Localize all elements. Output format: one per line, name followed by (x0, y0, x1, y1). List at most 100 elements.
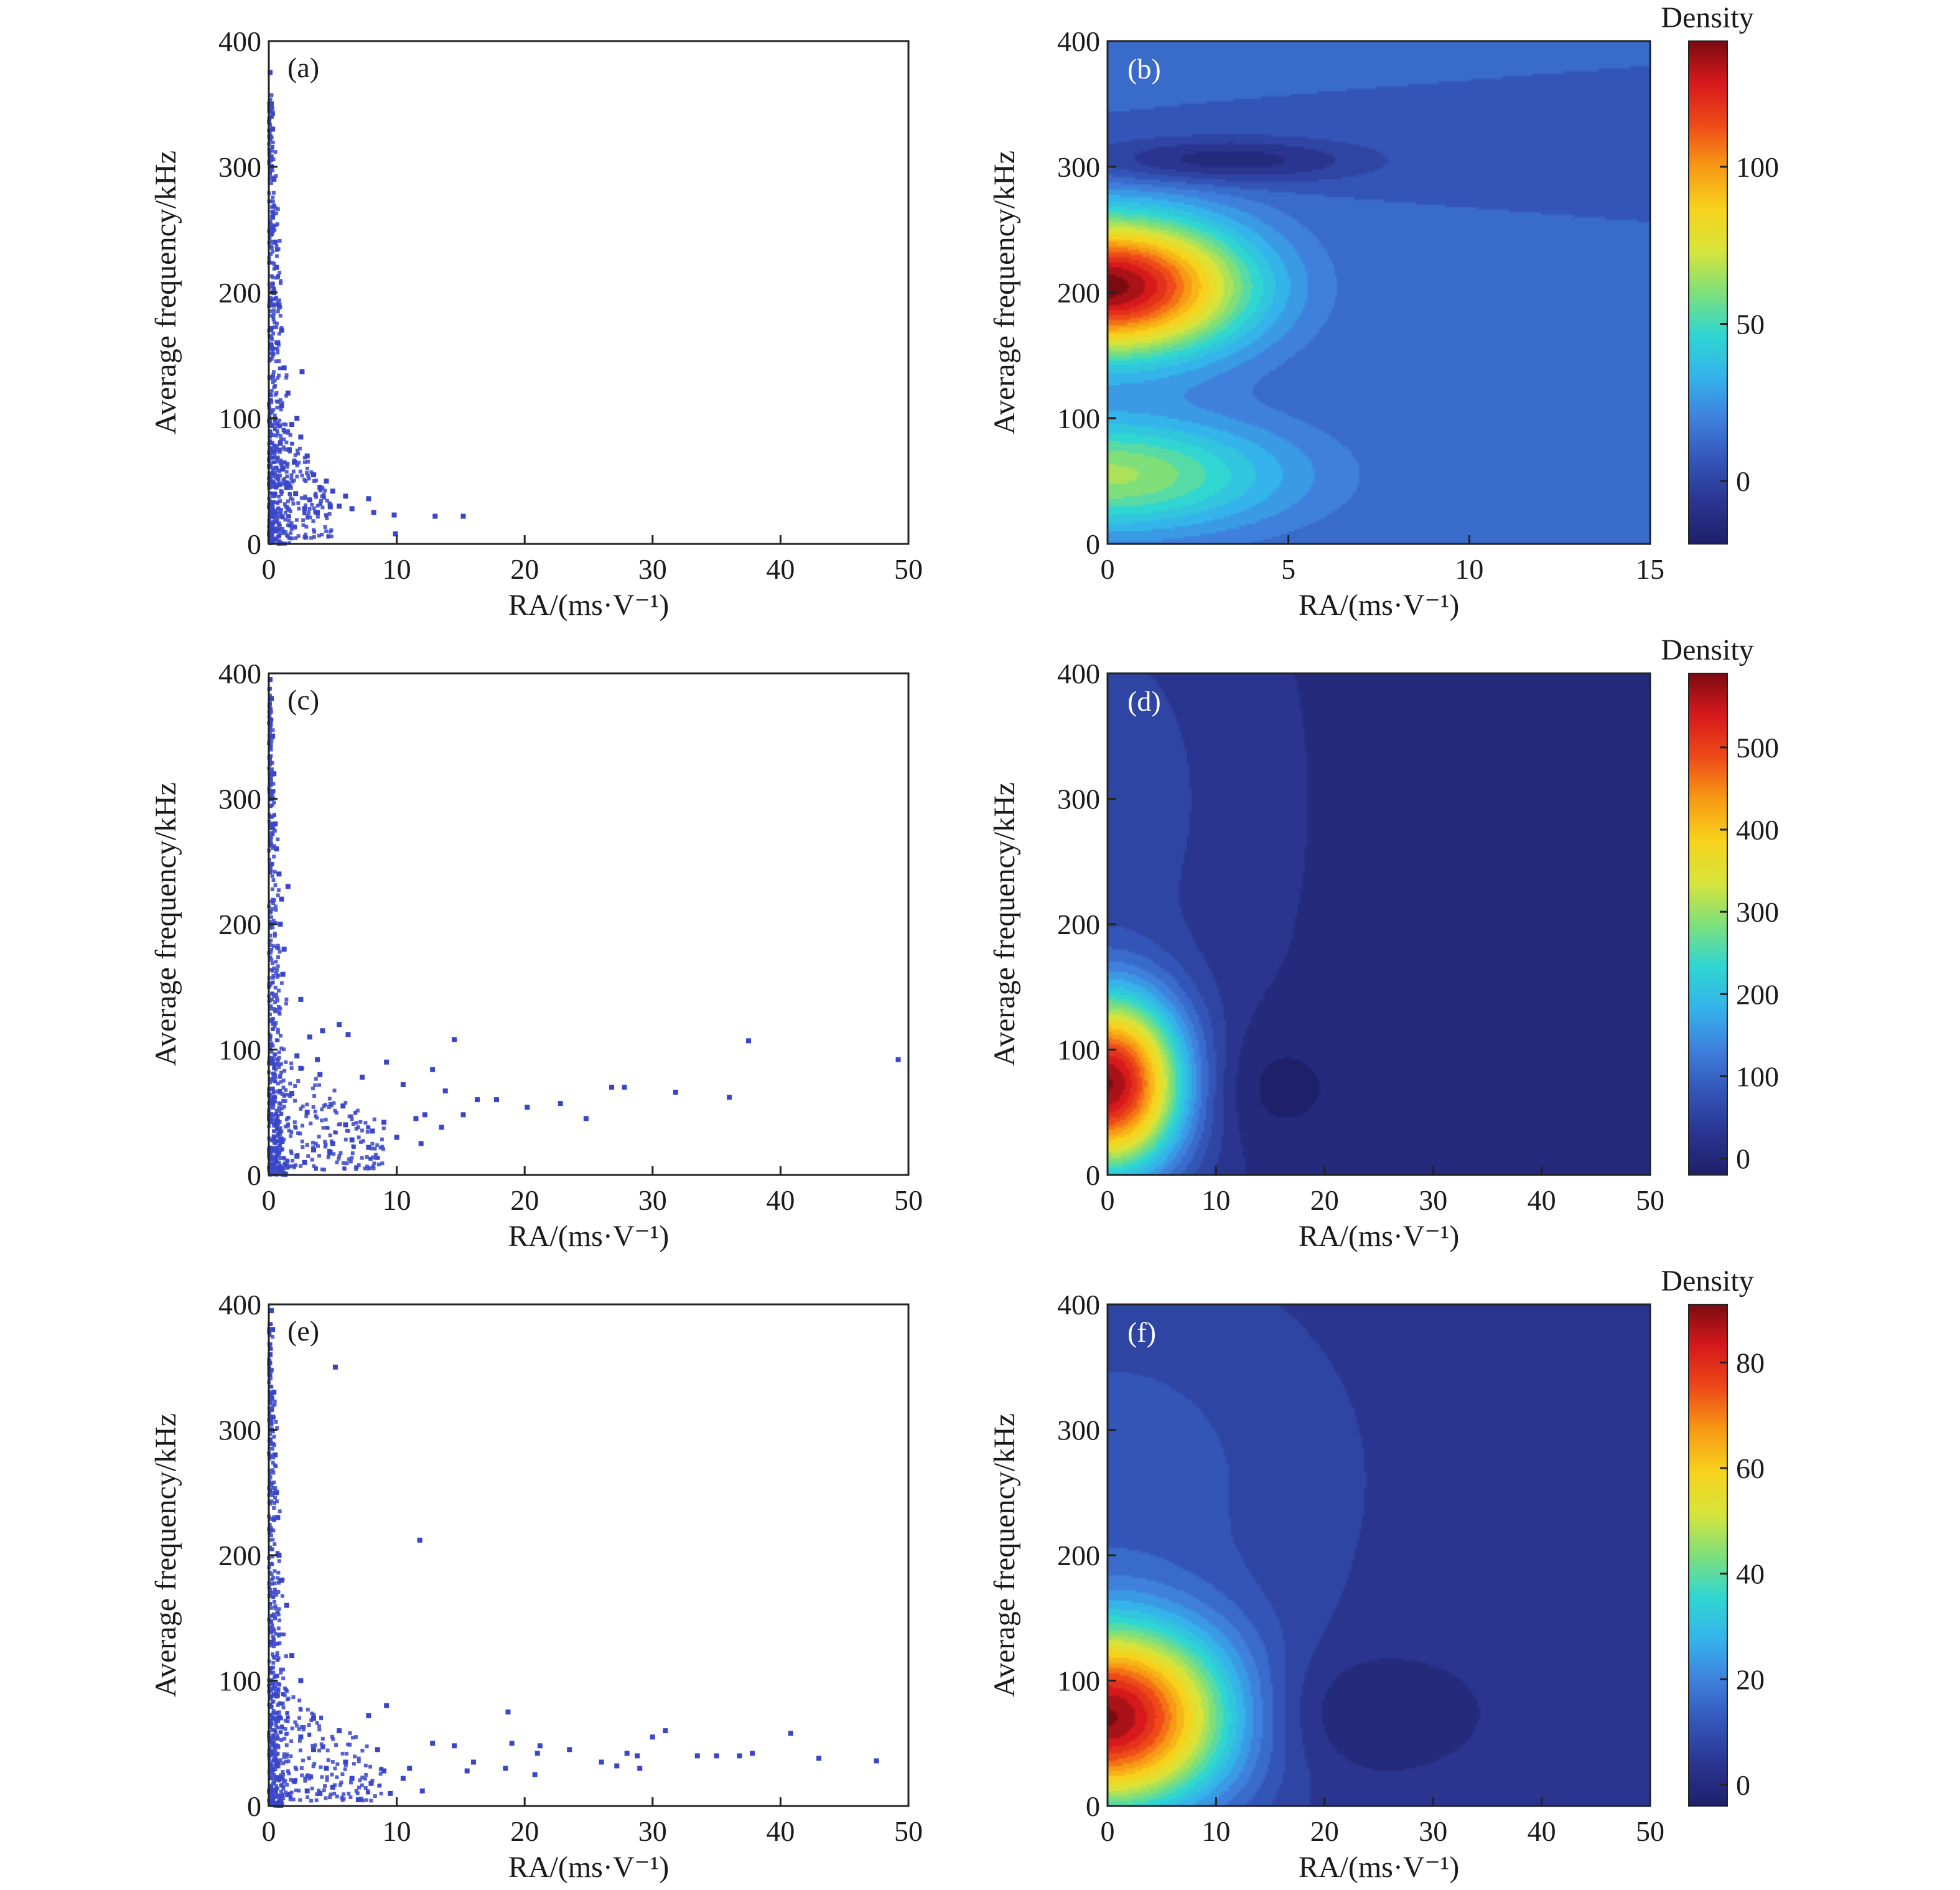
scatter-point (372, 1161, 376, 1166)
scatter-point (270, 534, 274, 538)
scatter-point (452, 1037, 457, 1042)
scatter-point (271, 901, 276, 905)
scatter-point (271, 460, 276, 464)
plot-area (269, 1304, 908, 1806)
scatter-point (358, 1778, 362, 1782)
scatter-point (273, 1738, 277, 1742)
scatter-point (274, 1790, 278, 1794)
scatter-point (324, 513, 328, 517)
scatter-point (269, 1517, 274, 1521)
scatter-point (280, 1594, 284, 1598)
x-tick-label: 20 (510, 1815, 539, 1847)
scatter-point (276, 1153, 281, 1158)
scatter-point (276, 1589, 281, 1594)
scatter-point (365, 1164, 370, 1169)
scatter-point (282, 460, 287, 464)
scatter-point (393, 531, 398, 536)
scatter-point (273, 844, 277, 848)
scatter-point (283, 481, 287, 485)
scatter-point (314, 1798, 319, 1802)
scatter-point (289, 1739, 294, 1744)
scatter-point (288, 433, 292, 437)
scatter-point (296, 534, 301, 538)
scatter-point (321, 1744, 325, 1748)
x-axis-label: RA/(ms·V⁻¹) (1299, 1851, 1459, 1884)
scatter-point (274, 434, 279, 438)
scatter-point (278, 922, 283, 927)
scatter-point (290, 1726, 294, 1731)
scatter-point (268, 1146, 272, 1150)
scatter-point (298, 1748, 302, 1752)
scatter-point (271, 1627, 276, 1631)
scatter-point (727, 1095, 732, 1100)
scatter-point (269, 510, 274, 514)
scatter-point (270, 169, 274, 173)
scatter-point (284, 1654, 288, 1658)
scatter-point (284, 1088, 288, 1092)
scatter-point (273, 1588, 277, 1592)
scatter-point (269, 1525, 273, 1530)
scatter-point (310, 1141, 315, 1145)
x-tick-label: 10 (383, 553, 411, 585)
x-tick-label: 40 (766, 553, 795, 585)
scatter-point (268, 1437, 273, 1441)
scatter-point (269, 1420, 274, 1425)
scatter-point (278, 469, 282, 474)
scatter-point (273, 1748, 278, 1752)
scatter-point (271, 492, 275, 496)
scatter-point (273, 869, 277, 874)
scatter-point (274, 174, 278, 178)
scatter-point (325, 516, 329, 520)
scatter-point (271, 782, 276, 786)
scatter-point (464, 1768, 470, 1774)
heatmap-surface (1108, 1304, 1650, 1806)
scatter-point (275, 429, 279, 433)
colorbar: 0 20 40 60 80 Density (1661, 1265, 1765, 1807)
scatter-point (305, 1102, 309, 1106)
colorbar-tick-label: 400 (1736, 814, 1779, 846)
scatter-point (335, 1794, 339, 1799)
scatter-point (324, 479, 329, 484)
scatter-point (268, 1703, 273, 1707)
scatter-point (281, 526, 285, 531)
scatter-point (271, 1709, 276, 1713)
scatter-point (281, 947, 287, 952)
scatter-point (317, 485, 323, 490)
scatter-point (286, 1124, 290, 1128)
x-tick-label: 40 (1528, 1184, 1556, 1216)
scatter-point (273, 1744, 278, 1749)
scatter-point (268, 230, 272, 235)
scatter-point (268, 1784, 273, 1788)
x-tick-label: 15 (1636, 553, 1664, 585)
scatter-point (268, 1105, 273, 1109)
scatter-point (309, 1774, 313, 1778)
scatter-point (270, 1581, 274, 1586)
scatter-point (281, 515, 285, 520)
scatter-point (302, 477, 307, 482)
scatter-point (295, 464, 299, 468)
scatter-point (289, 1164, 293, 1168)
scatter-point (363, 1166, 367, 1171)
scatter-point (294, 1163, 298, 1167)
scatter-point (339, 1780, 343, 1785)
scatter-point (274, 1490, 279, 1495)
scatter-point (306, 514, 310, 518)
scatter-point (273, 494, 277, 498)
scatter-point (279, 896, 284, 902)
y-tick-label: 0 (1086, 1790, 1100, 1822)
scatter-point (268, 1439, 273, 1444)
scatter-point (320, 505, 325, 510)
scatter-point (277, 1101, 281, 1105)
scatter-point (352, 1762, 356, 1766)
scatter-point (279, 1080, 283, 1084)
scatter-point (269, 244, 273, 248)
scatter-point (360, 1783, 364, 1787)
scatter-point (276, 1612, 281, 1617)
scatter-point (272, 1501, 276, 1505)
scatter-point (366, 1713, 371, 1718)
scatter-point (275, 1642, 279, 1646)
scatter-point (313, 1083, 317, 1087)
scatter-point (268, 1591, 273, 1596)
scatter-point (274, 1154, 279, 1158)
scatter-point (294, 1053, 300, 1059)
